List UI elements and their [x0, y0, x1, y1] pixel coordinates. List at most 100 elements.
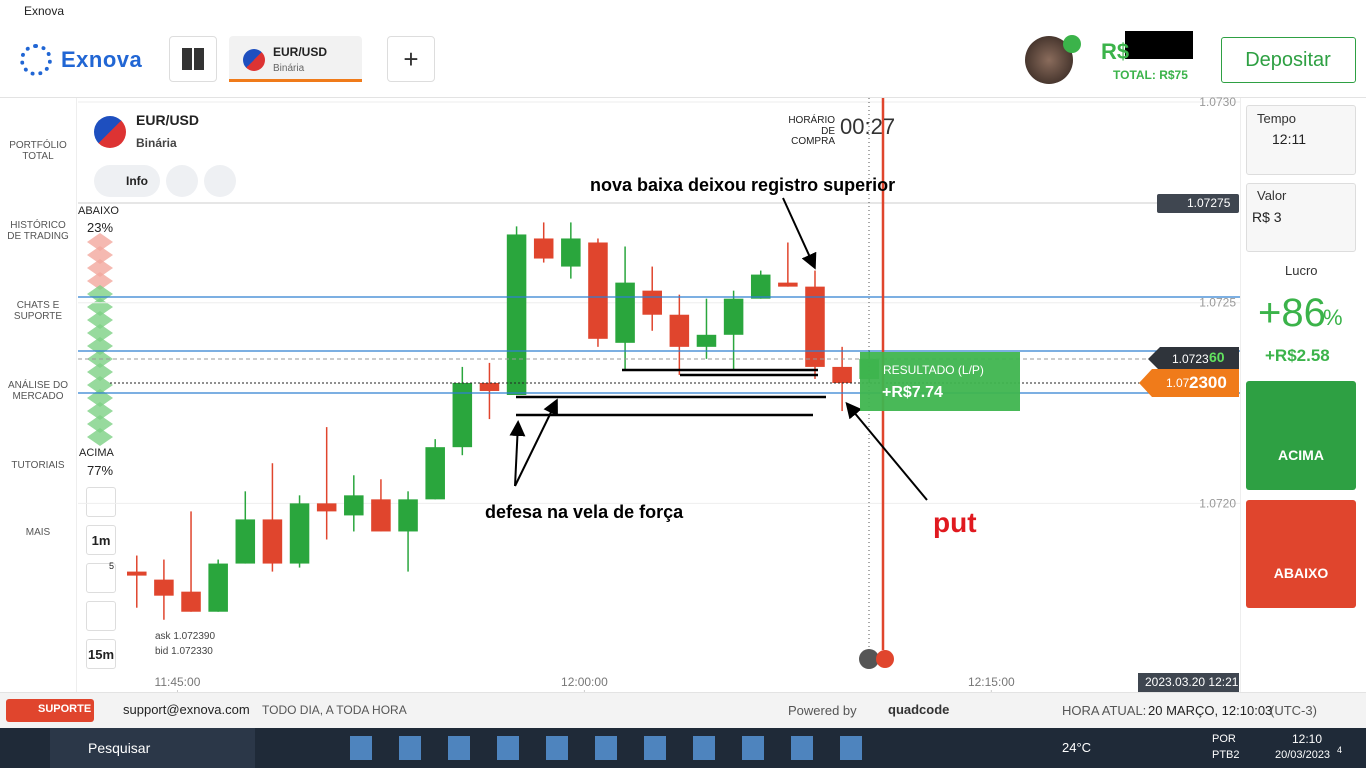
candle-body — [208, 563, 228, 612]
grid-icon — [182, 48, 204, 70]
bell-button[interactable] — [166, 165, 198, 197]
sidebar-item[interactable]: MAIS — [25, 527, 51, 538]
candle-body — [289, 503, 310, 564]
lang2: PTB2 — [1212, 749, 1240, 761]
candle-body — [316, 503, 337, 512]
lang1: POR — [1212, 733, 1236, 745]
candle-body — [832, 366, 852, 383]
tool-box[interactable] — [86, 639, 116, 669]
sidebar-item[interactable]: ANÁLISE DO MERCADO — [7, 380, 69, 402]
label: RESULTADO (L/P) — [883, 363, 984, 377]
timeframe[interactable]: 1m — [91, 533, 111, 548]
deposit[interactable]: Depositar — [1245, 49, 1331, 71]
tool-box[interactable] — [86, 563, 116, 593]
right-panel — [1240, 98, 1366, 692]
sentiment-diamond — [87, 233, 113, 251]
amount-box[interactable] — [1246, 183, 1356, 252]
search[interactable]: Pesquisar — [88, 740, 151, 756]
x-tick-label: 12:00:00 — [561, 675, 608, 689]
profit-pct: +86 — [1258, 291, 1326, 335]
search-box[interactable] — [50, 728, 255, 768]
annotation-arrows — [509, 197, 928, 501]
sidebar-item[interactable]: HISTÓRICO DE TRADING — [7, 220, 69, 242]
sentiment-diamond — [87, 285, 113, 303]
y-tick-label: 1.0725 — [1199, 296, 1236, 310]
info-button[interactable] — [94, 165, 160, 197]
down: 23% — [87, 220, 114, 235]
chart-interval[interactable]: 15m — [87, 647, 115, 662]
clock: 12:10 — [1292, 732, 1323, 746]
flag — [243, 49, 265, 71]
time-label: HORA ATUAL: — [1062, 703, 1147, 718]
candle-body — [696, 334, 717, 347]
candle-body — [750, 274, 771, 299]
star-button[interactable] — [204, 165, 236, 197]
annotation: defesa na vela de força — [485, 502, 684, 522]
sentiment-diamond — [87, 324, 113, 342]
profit-value: +R$2.58 — [1265, 346, 1330, 365]
y-tick-label: 1.0720 — [1199, 496, 1236, 510]
logo: Exnova — [61, 47, 143, 72]
logo-icon — [20, 44, 52, 76]
candle-body — [371, 499, 391, 532]
label: HORÁRIO DE COMPRA — [788, 115, 835, 147]
down-button[interactable] — [1246, 500, 1356, 608]
pct-sign: % — [1323, 305, 1343, 330]
annotation-lines — [516, 368, 826, 417]
down-label: ABAIXO — [78, 205, 119, 217]
sentiment-diamond — [87, 376, 113, 394]
strike-hi: 2300 — [1189, 373, 1227, 392]
candle-body — [262, 519, 283, 564]
candle-body — [615, 282, 635, 343]
grid-button[interactable] — [169, 36, 217, 82]
candle-body — [452, 382, 473, 448]
add-button[interactable]: + — [387, 36, 435, 82]
tool-box[interactable] — [86, 601, 116, 631]
support-button[interactable] — [6, 699, 94, 722]
sidebar-item[interactable]: TUTORIAIS — [11, 460, 65, 471]
info[interactable]: Info — [126, 174, 148, 188]
amount: R$ 3 — [1252, 209, 1282, 225]
candle-body — [669, 314, 690, 347]
timer-icon — [859, 649, 879, 669]
amount-label: Valor — [1257, 188, 1287, 203]
candle-body — [181, 591, 201, 612]
annotation: put — [933, 507, 977, 538]
time: 20 MARÇO, 12:10:03 — [1148, 703, 1273, 718]
sentiment-diamond — [87, 415, 113, 433]
brand: quadcode — [888, 702, 950, 717]
candle-body — [805, 286, 825, 367]
candle-body — [723, 298, 744, 335]
sidebar-item[interactable]: CHATS E SUPORTE — [13, 300, 63, 322]
sidebar — [0, 98, 77, 692]
up-button[interactable] — [1246, 381, 1356, 490]
sidebar-item[interactable]: PORTFÓLIO TOTAL — [9, 140, 67, 162]
deposit-button[interactable] — [1221, 37, 1356, 83]
support[interactable]: SUPORTE — [38, 703, 92, 715]
tool-box[interactable] — [86, 525, 116, 555]
candle-body — [778, 282, 798, 287]
candle-body — [506, 234, 527, 395]
value: 00:27 — [840, 114, 896, 139]
candle-body — [344, 495, 364, 516]
alert: 1.07275 — [1187, 196, 1231, 210]
down[interactable]: ABAIXO — [1273, 565, 1329, 581]
verified — [1063, 35, 1081, 53]
hours: TODO DIA, A TODA HORA — [262, 703, 407, 717]
date: 20/03/2023 — [1275, 749, 1331, 761]
sentiment-diamond — [87, 311, 113, 329]
sentiment-diamond — [87, 402, 113, 420]
candle-body — [425, 447, 445, 500]
up[interactable]: ACIMA — [1278, 447, 1324, 463]
tool-box[interactable] — [86, 487, 116, 517]
time-label: Tempo — [1257, 111, 1297, 126]
asset-flag — [94, 116, 126, 148]
tz: (UTC-3) — [1270, 703, 1317, 718]
candle-body — [588, 242, 608, 339]
time-box[interactable] — [1246, 105, 1356, 175]
y-tick-label: 1.0730 — [1199, 95, 1236, 109]
balance-prefix: R$ — [1101, 39, 1130, 64]
current-tag — [1148, 347, 1239, 371]
